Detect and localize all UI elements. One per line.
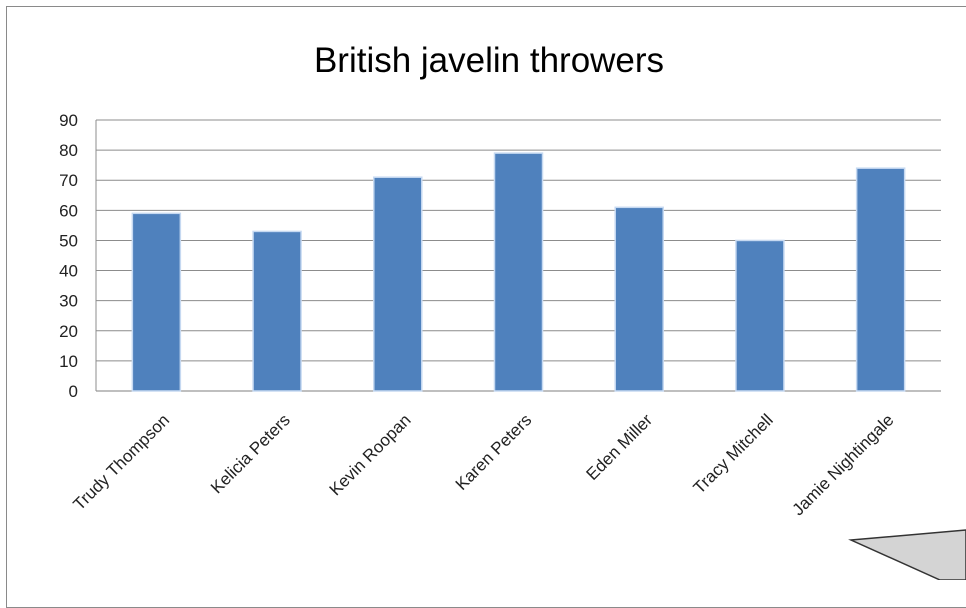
callout-pointer: [848, 529, 966, 580]
bar: [373, 176, 423, 392]
x-category-label: Kelicia Peters: [207, 410, 294, 497]
chart: British javelin throwers 0 10 20 30 40 50 60 70…: [59, 41, 966, 580]
y-tick-label: 60: [59, 201, 78, 220]
x-category-label: Eden Miller: [582, 410, 656, 484]
x-category-label: Jamie Nightingale: [788, 410, 897, 519]
x-category-label: Tracy Mitchell: [690, 410, 777, 497]
y-tick-label: 10: [59, 352, 78, 371]
y-tick-label: 90: [59, 111, 78, 130]
bar: [131, 212, 182, 392]
y-tick-label: 70: [59, 171, 78, 190]
bar: [252, 230, 302, 392]
bar: [855, 167, 906, 392]
bars: [131, 152, 906, 392]
x-category-label: Karen Peters: [452, 410, 536, 494]
bar: [614, 206, 664, 392]
y-tick-label: 30: [59, 292, 78, 311]
y-tick-label: 40: [59, 262, 78, 281]
x-axis-category-labels: Trudy Thompson Kelicia Peters Kevin Roopan…: [70, 410, 898, 519]
y-tick-label: 50: [59, 231, 78, 250]
chart-title: British javelin throwers: [314, 41, 664, 80]
callout-pointer-shape: [848, 529, 966, 580]
y-tick-label: 20: [59, 322, 78, 341]
y-axis-tick-labels: 0 10 20 30 40 50 60 70 80 90: [59, 111, 78, 401]
x-category-label: Kevin Roopan: [326, 410, 415, 499]
x-category-label: Trudy Thompson: [70, 410, 174, 514]
y-tick-label: 80: [59, 141, 78, 160]
y-tick-label: 0: [69, 382, 78, 401]
bar: [735, 239, 785, 392]
bar: [493, 152, 544, 392]
